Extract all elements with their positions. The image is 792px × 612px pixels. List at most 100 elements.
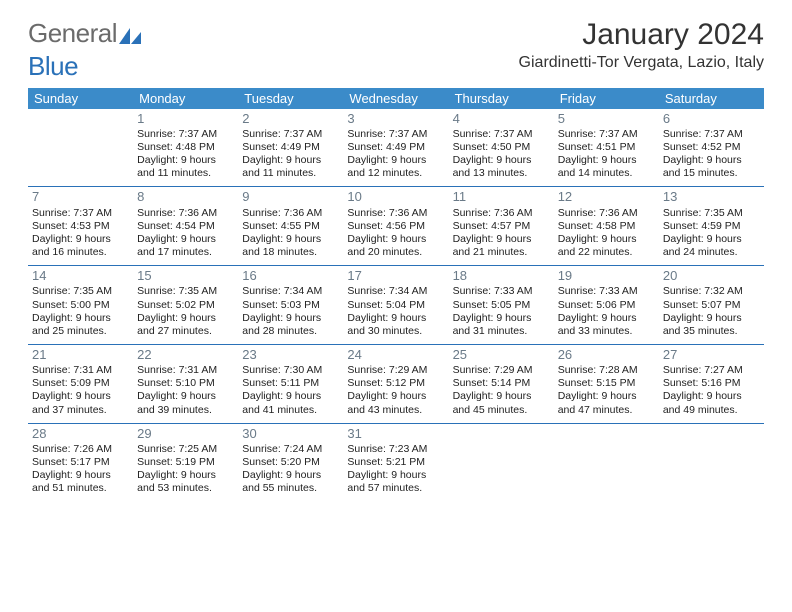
day-number: 13	[663, 189, 760, 205]
daylight-line: Daylight: 9 hours	[242, 154, 339, 167]
logo-text-blue: Blue	[28, 51, 78, 81]
weekday-header: Tuesday	[238, 88, 343, 109]
day-cell	[28, 109, 133, 187]
daylight-line: Daylight: 9 hours	[663, 154, 760, 167]
day-cell: 12Sunrise: 7:36 AMSunset: 4:58 PMDayligh…	[554, 187, 659, 265]
daylight-line: Daylight: 9 hours	[663, 233, 760, 246]
sunrise-line: Sunrise: 7:36 AM	[453, 207, 550, 220]
daylight-line: and 35 minutes.	[663, 325, 760, 338]
day-number: 27	[663, 347, 760, 363]
sunrise-line: Sunrise: 7:23 AM	[347, 443, 444, 456]
daylight-line: Daylight: 9 hours	[137, 154, 234, 167]
sunset-line: Sunset: 5:20 PM	[242, 456, 339, 469]
daylight-line: Daylight: 9 hours	[242, 469, 339, 482]
daylight-line: and 33 minutes.	[558, 325, 655, 338]
sunrise-line: Sunrise: 7:35 AM	[663, 207, 760, 220]
day-cell: 21Sunrise: 7:31 AMSunset: 5:09 PMDayligh…	[28, 345, 133, 423]
day-cell	[554, 424, 659, 502]
day-cell: 20Sunrise: 7:32 AMSunset: 5:07 PMDayligh…	[659, 266, 764, 344]
sunrise-line: Sunrise: 7:35 AM	[32, 285, 129, 298]
daylight-line: Daylight: 9 hours	[453, 390, 550, 403]
sunrise-line: Sunrise: 7:33 AM	[558, 285, 655, 298]
day-number: 14	[32, 268, 129, 284]
daylight-line: Daylight: 9 hours	[32, 390, 129, 403]
day-cell: 2Sunrise: 7:37 AMSunset: 4:49 PMDaylight…	[238, 109, 343, 187]
day-number: 1	[137, 111, 234, 127]
day-cell: 13Sunrise: 7:35 AMSunset: 4:59 PMDayligh…	[659, 187, 764, 265]
daylight-line: Daylight: 9 hours	[32, 233, 129, 246]
daylight-line: and 30 minutes.	[347, 325, 444, 338]
daylight-line: and 18 minutes.	[242, 246, 339, 259]
day-number: 20	[663, 268, 760, 284]
sunrise-line: Sunrise: 7:37 AM	[137, 128, 234, 141]
weekday-header: Wednesday	[343, 88, 448, 109]
day-cell: 19Sunrise: 7:33 AMSunset: 5:06 PMDayligh…	[554, 266, 659, 344]
daylight-line: and 12 minutes.	[347, 167, 444, 180]
daylight-line: Daylight: 9 hours	[663, 312, 760, 325]
daylight-line: and 14 minutes.	[558, 167, 655, 180]
day-cell: 4Sunrise: 7:37 AMSunset: 4:50 PMDaylight…	[449, 109, 554, 187]
sunset-line: Sunset: 5:16 PM	[663, 377, 760, 390]
day-number: 29	[137, 426, 234, 442]
sunset-line: Sunset: 5:19 PM	[137, 456, 234, 469]
day-cell: 17Sunrise: 7:34 AMSunset: 5:04 PMDayligh…	[343, 266, 448, 344]
day-number: 6	[663, 111, 760, 127]
daylight-line: Daylight: 9 hours	[558, 390, 655, 403]
day-cell: 28Sunrise: 7:26 AMSunset: 5:17 PMDayligh…	[28, 424, 133, 502]
day-number: 25	[453, 347, 550, 363]
sunset-line: Sunset: 5:04 PM	[347, 299, 444, 312]
daylight-line: Daylight: 9 hours	[347, 154, 444, 167]
sunset-line: Sunset: 4:53 PM	[32, 220, 129, 233]
day-number: 30	[242, 426, 339, 442]
daylight-line: and 39 minutes.	[137, 404, 234, 417]
sunset-line: Sunset: 5:03 PM	[242, 299, 339, 312]
day-number: 3	[347, 111, 444, 127]
sunrise-line: Sunrise: 7:29 AM	[347, 364, 444, 377]
daylight-line: Daylight: 9 hours	[242, 233, 339, 246]
sunset-line: Sunset: 4:52 PM	[663, 141, 760, 154]
sunset-line: Sunset: 5:10 PM	[137, 377, 234, 390]
daylight-line: Daylight: 9 hours	[453, 233, 550, 246]
day-number: 4	[453, 111, 550, 127]
title-block: January 2024 Giardinetti-Tor Vergata, La…	[519, 18, 764, 72]
sunrise-line: Sunrise: 7:36 AM	[558, 207, 655, 220]
day-number: 21	[32, 347, 129, 363]
sunrise-line: Sunrise: 7:36 AM	[137, 207, 234, 220]
sunrise-line: Sunrise: 7:29 AM	[453, 364, 550, 377]
day-number: 5	[558, 111, 655, 127]
calendar-table: SundayMondayTuesdayWednesdayThursdayFrid…	[28, 88, 764, 502]
day-number: 22	[137, 347, 234, 363]
sunrise-line: Sunrise: 7:30 AM	[242, 364, 339, 377]
sunset-line: Sunset: 5:15 PM	[558, 377, 655, 390]
sunset-line: Sunset: 5:12 PM	[347, 377, 444, 390]
day-cell: 24Sunrise: 7:29 AMSunset: 5:12 PMDayligh…	[343, 345, 448, 423]
daylight-line: and 31 minutes.	[453, 325, 550, 338]
sunrise-line: Sunrise: 7:27 AM	[663, 364, 760, 377]
daylight-line: Daylight: 9 hours	[558, 312, 655, 325]
sunrise-line: Sunrise: 7:36 AM	[347, 207, 444, 220]
day-cell	[659, 424, 764, 502]
sunset-line: Sunset: 5:05 PM	[453, 299, 550, 312]
sunset-line: Sunset: 5:02 PM	[137, 299, 234, 312]
daylight-line: Daylight: 9 hours	[558, 154, 655, 167]
day-cell: 31Sunrise: 7:23 AMSunset: 5:21 PMDayligh…	[343, 424, 448, 502]
sunset-line: Sunset: 5:14 PM	[453, 377, 550, 390]
daylight-line: and 21 minutes.	[453, 246, 550, 259]
sunrise-line: Sunrise: 7:26 AM	[32, 443, 129, 456]
header: General Blue January 2024 Giardinetti-To…	[28, 18, 764, 82]
day-cell: 5Sunrise: 7:37 AMSunset: 4:51 PMDaylight…	[554, 109, 659, 187]
day-cell: 3Sunrise: 7:37 AMSunset: 4:49 PMDaylight…	[343, 109, 448, 187]
week-row: 14Sunrise: 7:35 AMSunset: 5:00 PM Dayligh…	[28, 266, 764, 344]
sunrise-line: Sunrise: 7:37 AM	[558, 128, 655, 141]
sunset-line: Sunset: 4:49 PM	[242, 141, 339, 154]
daylight-line: and 20 minutes.	[347, 246, 444, 259]
calendar-body: 1Sunrise: 7:37 AMSunset: 4:48 PMDaylight…	[28, 109, 764, 502]
sunset-line: Sunset: 4:48 PM	[137, 141, 234, 154]
day-cell: 10Sunrise: 7:36 AMSunset: 4:56 PMDayligh…	[343, 187, 448, 265]
daylight-line: Daylight: 9 hours	[453, 312, 550, 325]
day-cell: 8Sunrise: 7:36 AMSunset: 4:54 PMDaylight…	[133, 187, 238, 265]
daylight-line: Daylight: 9 hours	[137, 390, 234, 403]
day-number: 12	[558, 189, 655, 205]
sunrise-line: Sunrise: 7:34 AM	[347, 285, 444, 298]
sunset-line: Sunset: 5:00 PM	[32, 299, 129, 312]
